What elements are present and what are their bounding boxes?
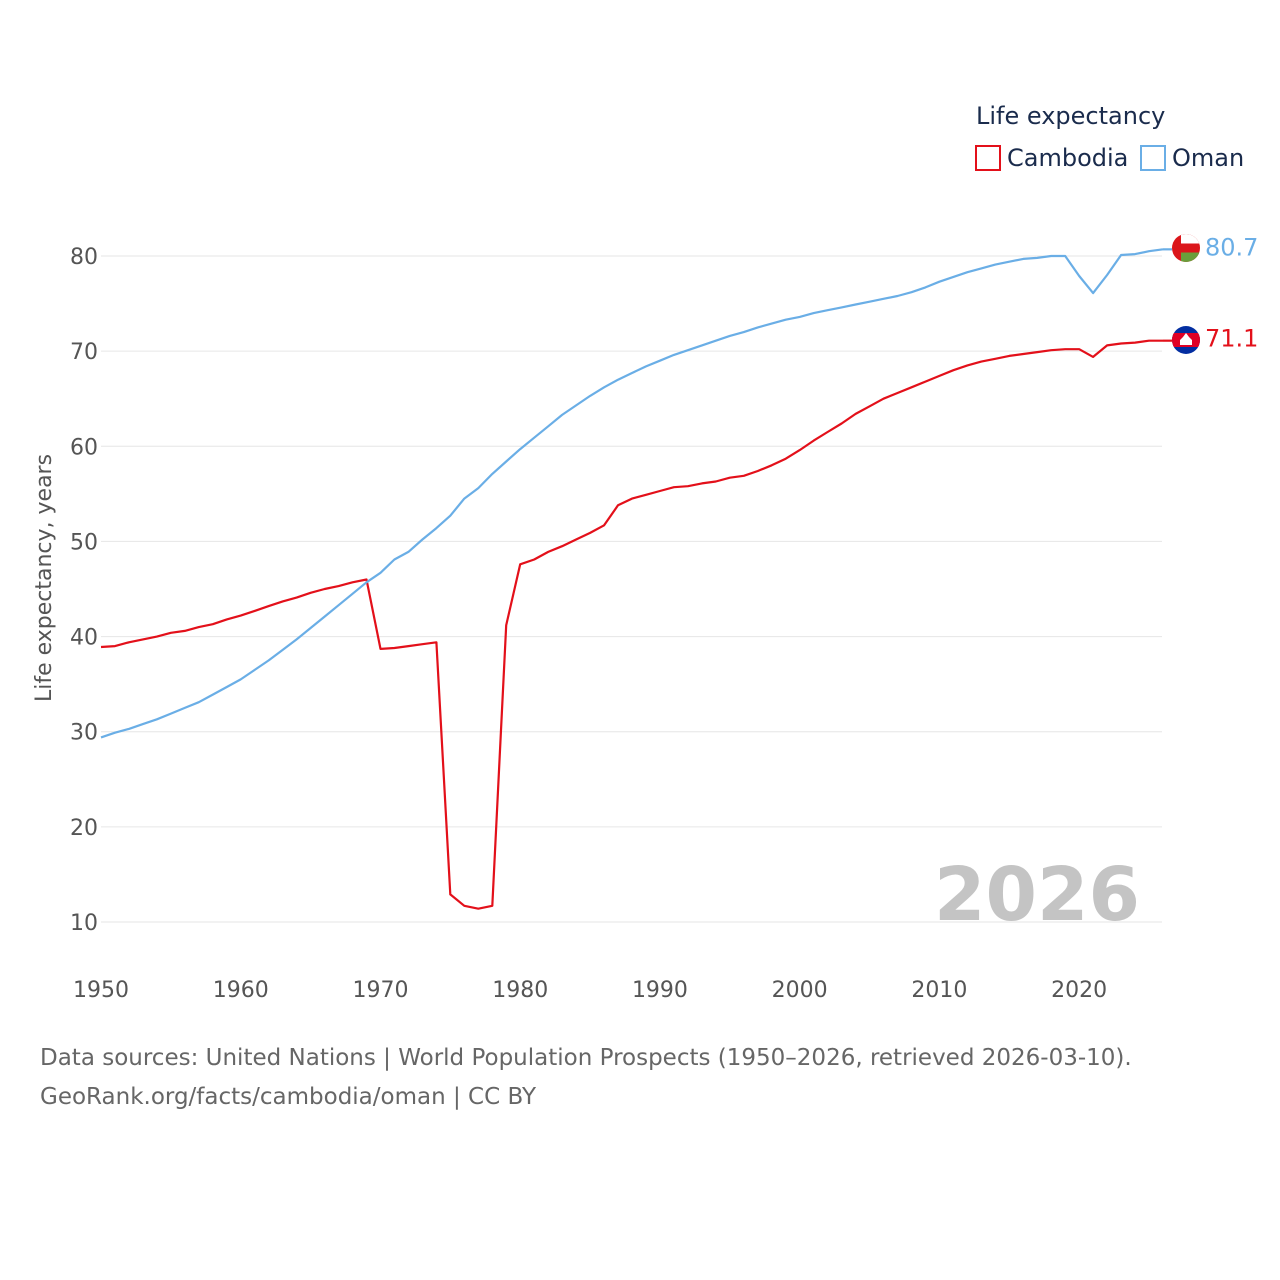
x-tick-label: 1950 (73, 978, 129, 1003)
series-lines (100, 248, 1172, 910)
y-tick-label: 30 (70, 721, 98, 746)
x-tick-label: 2020 (1051, 978, 1107, 1003)
series-line-oman (100, 248, 1164, 739)
y-tick-label: 10 (70, 911, 98, 936)
legend-label-cambodia: Cambodia (1007, 144, 1128, 172)
legend-swatch-cambodia (975, 145, 1001, 171)
x-tick-label: 1990 (632, 978, 688, 1003)
end-label-cambodia: 71.1 (1205, 325, 1258, 353)
y-tick-label: 20 (70, 816, 98, 841)
y-tick-label: 70 (70, 340, 98, 365)
y-tick-label: 60 (70, 435, 98, 460)
gridlines (101, 255, 1162, 923)
legend-swatch-oman (1140, 145, 1166, 171)
source-line-2: GeoRank.org/facts/cambodia/oman | CC BY (40, 1084, 537, 1110)
x-axis-ticks: 1950 1960 1970 1980 1990 2000 2010 2020 (73, 978, 1107, 1003)
legend-title: Life expectancy (976, 102, 1165, 130)
legend-label-oman: Oman (1172, 144, 1244, 172)
x-tick-label: 1960 (213, 978, 269, 1003)
y-axis-title: Life expectancy, years (32, 454, 57, 702)
y-axis-ticks: 10 20 30 40 50 60 70 80 (70, 245, 98, 936)
y-tick-label: 40 (70, 626, 98, 651)
legend: Life expectancy Cambodia Oman (975, 102, 1244, 172)
x-tick-label: 1980 (492, 978, 548, 1003)
x-tick-label: 2000 (772, 978, 828, 1003)
y-tick-label: 50 (70, 530, 98, 555)
year-label: 2026 (934, 852, 1140, 938)
x-tick-label: 1970 (352, 978, 408, 1003)
oman-flag-icon (1172, 234, 1200, 262)
series-line-cambodia (100, 339, 1163, 910)
end-markers (1172, 234, 1200, 354)
end-label-oman: 80.7 (1205, 233, 1258, 261)
cambodia-flag-icon (1172, 326, 1200, 354)
y-tick-label: 80 (70, 245, 98, 270)
x-tick-label: 2010 (911, 978, 967, 1003)
end-labels: 71.1 80.7 (1205, 233, 1258, 352)
source-line-1: Data sources: United Nations | World Pop… (40, 1045, 1132, 1071)
